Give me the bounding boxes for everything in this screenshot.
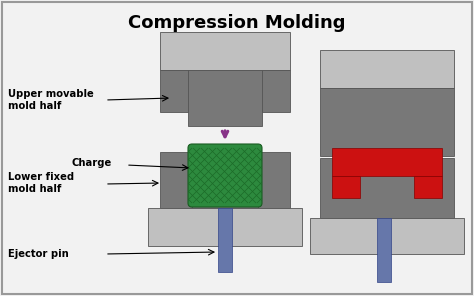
- Bar: [258, 152, 290, 208]
- Bar: [320, 88, 454, 156]
- Bar: [320, 158, 454, 218]
- Bar: [262, 70, 290, 112]
- FancyBboxPatch shape: [188, 144, 262, 207]
- Bar: [377, 218, 391, 282]
- Bar: [188, 70, 262, 126]
- Text: Compression Molding: Compression Molding: [128, 14, 346, 32]
- Text: Lower fixed
mold half: Lower fixed mold half: [8, 172, 74, 194]
- Text: Upper movable
mold half: Upper movable mold half: [8, 89, 94, 111]
- Bar: [310, 218, 464, 254]
- Bar: [332, 176, 360, 198]
- Bar: [160, 70, 188, 112]
- Bar: [192, 185, 258, 208]
- Text: Charge: Charge: [72, 158, 112, 168]
- Bar: [218, 208, 232, 272]
- Bar: [332, 148, 442, 176]
- Bar: [320, 50, 454, 88]
- Text: Ejector pin: Ejector pin: [8, 249, 69, 259]
- Bar: [148, 208, 302, 246]
- Bar: [160, 32, 290, 70]
- Bar: [160, 152, 192, 208]
- Bar: [414, 176, 442, 198]
